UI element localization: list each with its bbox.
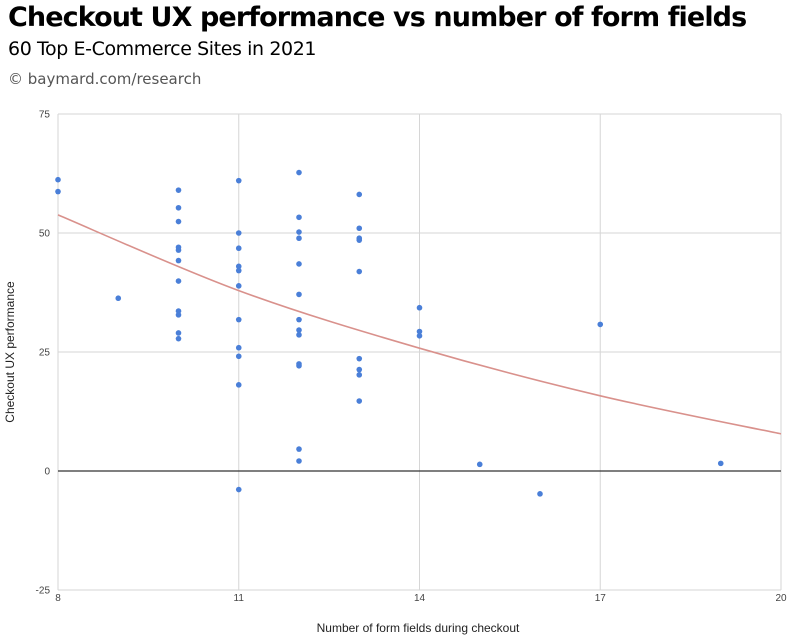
- data-point: [416, 304, 423, 311]
- data-point: [296, 363, 302, 369]
- x-tick-label: 14: [414, 593, 426, 604]
- data-point: [235, 344, 242, 351]
- data-point: [296, 327, 302, 333]
- data-points: [55, 169, 724, 497]
- x-tick-label: 8: [55, 593, 61, 604]
- data-point: [235, 177, 242, 184]
- y-tick-label: 75: [39, 110, 51, 121]
- data-point: [175, 278, 182, 284]
- data-point: [175, 330, 182, 336]
- gridlines: [57, 113, 782, 591]
- data-point: [235, 283, 242, 289]
- data-point: [717, 460, 724, 467]
- y-tick-label: 50: [39, 229, 51, 240]
- data-point: [537, 491, 543, 497]
- data-point: [235, 230, 242, 236]
- data-point: [175, 218, 182, 225]
- data-point: [296, 261, 302, 267]
- x-tick-labels: 8 11 14 17 20: [55, 593, 787, 604]
- data-point: [175, 335, 182, 342]
- data-point: [356, 372, 363, 378]
- data-point: [115, 295, 122, 302]
- data-point: [356, 268, 363, 275]
- y-tick-label: -25: [36, 586, 51, 597]
- data-point: [476, 461, 483, 468]
- chart-title: Checkout UX performance vs number of for…: [8, 2, 747, 33]
- y-tick-labels: -25 0 25 50 75: [36, 110, 51, 597]
- data-point: [235, 245, 242, 252]
- data-point: [175, 247, 182, 253]
- y-tick-label: 0: [44, 467, 50, 478]
- data-point: [356, 398, 363, 404]
- data-point: [356, 355, 363, 362]
- trendline: [57, 214, 782, 435]
- data-point: [597, 321, 604, 328]
- data-point: [296, 316, 302, 323]
- data-point: [356, 366, 363, 373]
- data-point: [55, 188, 61, 195]
- chart-subtitle: 60 Top E-Commerce Sites in 2021: [8, 38, 317, 60]
- x-axis-title: Number of form fields during checkout: [317, 621, 520, 635]
- data-point: [235, 486, 242, 493]
- data-point: [175, 187, 182, 193]
- data-point: [175, 257, 182, 264]
- data-point: [356, 225, 363, 232]
- data-point: [175, 312, 182, 318]
- data-point: [235, 316, 242, 323]
- data-point: [296, 229, 302, 235]
- data-point: [356, 191, 363, 198]
- data-point: [235, 353, 242, 360]
- data-point: [175, 204, 182, 211]
- chart-source: © baymard.com/research: [8, 70, 202, 88]
- data-point: [296, 332, 302, 338]
- data-point: [296, 458, 302, 464]
- y-axis-title: Checkout UX performance: [3, 281, 17, 423]
- data-point: [296, 446, 302, 452]
- data-point: [235, 267, 242, 274]
- x-tick-label: 17: [595, 593, 607, 604]
- data-point: [356, 237, 363, 243]
- data-point: [296, 291, 302, 298]
- data-point: [296, 214, 302, 221]
- x-tick-label: 11: [234, 593, 245, 604]
- data-point: [416, 328, 423, 335]
- y-tick-label: 25: [39, 348, 51, 359]
- x-tick-label: 20: [775, 593, 787, 604]
- data-point: [296, 169, 302, 176]
- data-point: [55, 176, 61, 183]
- data-point: [235, 382, 242, 388]
- data-point: [416, 333, 423, 339]
- data-point: [235, 263, 242, 270]
- data-point: [296, 235, 302, 242]
- trendline-layer: [57, 214, 782, 435]
